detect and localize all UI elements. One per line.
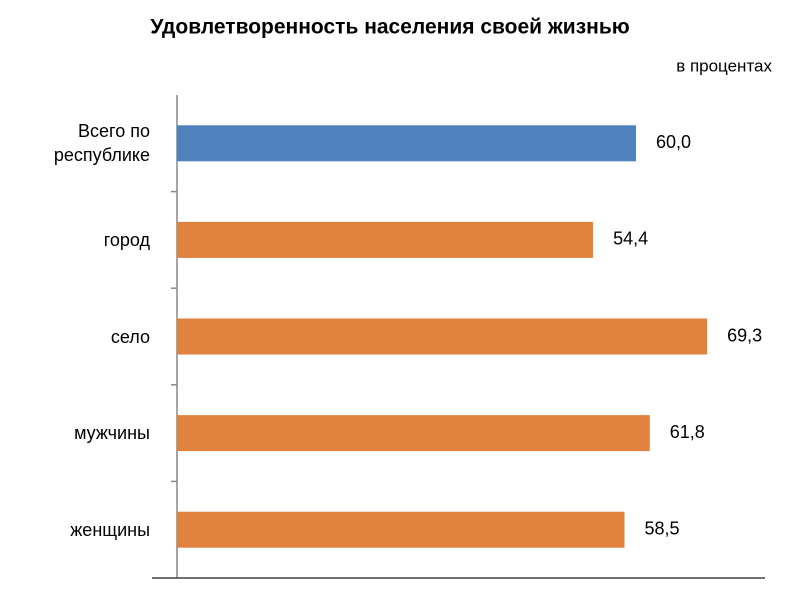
bar [177,511,625,548]
chart-subtitle: в процентах [676,56,772,75]
category-label: женщины [70,519,150,540]
value-label: 58,5 [645,518,680,538]
value-label: 54,4 [613,229,648,249]
bar [177,318,708,355]
category-label: село [110,326,150,347]
value-label: 61,8 [670,422,705,442]
bar [177,125,636,162]
bar [177,415,650,452]
category-label: город [103,229,150,250]
category-label: мужчины [74,423,150,444]
value-label: 60,0 [656,132,691,152]
category-label: Всего по республике [53,121,150,166]
bar [177,221,594,258]
chart-title: Удовлетворенность населения своей жизнью [150,16,629,39]
value-label: 69,3 [727,325,762,345]
